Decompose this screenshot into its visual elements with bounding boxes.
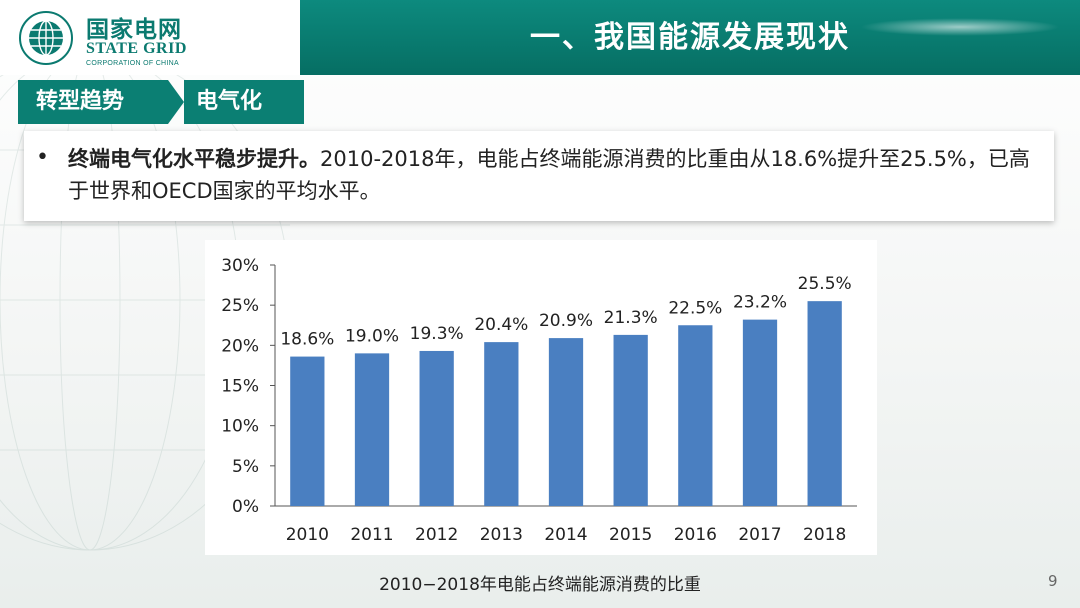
y-tick-label: 25% [221, 296, 259, 316]
y-tick-label: 5% [232, 457, 259, 477]
data-label: 20.9% [539, 311, 593, 331]
bar-2016 [678, 325, 713, 506]
x-tick-label: 2015 [609, 525, 652, 545]
bar-2011 [354, 353, 390, 506]
x-tick-label: 2010 [286, 525, 329, 545]
chart-caption: 2010−2018年电能占终端能源消费的比重 [379, 575, 701, 595]
data-label: 18.6% [280, 330, 334, 350]
bar-2012 [419, 350, 454, 506]
page-title: 一、我国能源发展现状 [530, 20, 850, 55]
logo-area: 国家电网 STATE GRID CORPORATION OF CHINA [0, 0, 300, 75]
data-label: 20.4% [474, 315, 528, 335]
data-label: 21.3% [604, 308, 658, 328]
x-tick-label: 2013 [480, 525, 523, 545]
summary-body: 2010-2018年，电能占终端能源消费的比重由从18.6%提升至25.5%，已… [68, 147, 1030, 203]
data-label: 19.3% [410, 324, 464, 344]
x-tick-label: 2012 [415, 525, 458, 545]
summary-box: • 终端电气化水平稳步提升。2010-2018年，电能占终端能源消费的比重由从1… [24, 131, 1054, 221]
x-tick-label: 2011 [350, 525, 393, 545]
breadcrumb-level1: 转型趋势 [18, 80, 168, 124]
logo-english-text: STATE GRID [86, 40, 187, 57]
summary-text: 终端电气化水平稳步提升。2010-2018年，电能占终端能源消费的比重由从18.… [68, 143, 1043, 207]
header-glow [860, 18, 1060, 36]
breadcrumb-level1-label: 转型趋势 [36, 89, 125, 114]
bar-2018 [807, 301, 842, 506]
data-label: 23.2% [733, 293, 787, 313]
data-label: 25.5% [798, 274, 852, 294]
breadcrumb-chevron-icon [168, 80, 184, 124]
summary-bold: 终端电气化水平稳步提升。 [68, 147, 320, 171]
y-tick-label: 0% [232, 497, 259, 517]
logo-subtitle: CORPORATION OF CHINA [86, 60, 179, 67]
x-tick-label: 2016 [674, 525, 717, 545]
bar-2017 [742, 319, 778, 506]
bar-2014 [548, 338, 584, 506]
data-label: 22.5% [668, 298, 722, 318]
x-tick-label: 2014 [544, 525, 587, 545]
bullet-marker: • [36, 145, 49, 170]
header-bar: 一、我国能源发展现状 [300, 0, 1080, 75]
y-tick-label: 10% [221, 417, 259, 437]
y-tick-label: 30% [221, 256, 259, 276]
bar-2010 [290, 356, 325, 506]
bar-2013 [484, 342, 519, 506]
y-tick-label: 15% [221, 377, 259, 397]
bar-chart: 0% 5% 10% 15% 20% 25% 30% 18.6% 2010 19.0% 2011 19.… [221, 256, 857, 545]
breadcrumb-level2-label: 电气化 [196, 89, 263, 114]
y-tick-label: 20% [221, 336, 259, 356]
chart-container: 0% 5% 10% 15% 20% 25% 30% 18.6% 2010 19.0% 2011 19.… [205, 240, 877, 555]
state-grid-logo-icon [19, 11, 73, 65]
bar-2015 [613, 334, 648, 506]
x-tick-label: 2017 [738, 525, 781, 545]
breadcrumb-level2: 电气化 [184, 80, 304, 124]
logo-chinese-text: 国家电网 [86, 17, 182, 43]
data-label: 19.0% [345, 326, 399, 346]
page-number: 9 [1048, 572, 1058, 590]
x-tick-label: 2018 [803, 525, 846, 545]
